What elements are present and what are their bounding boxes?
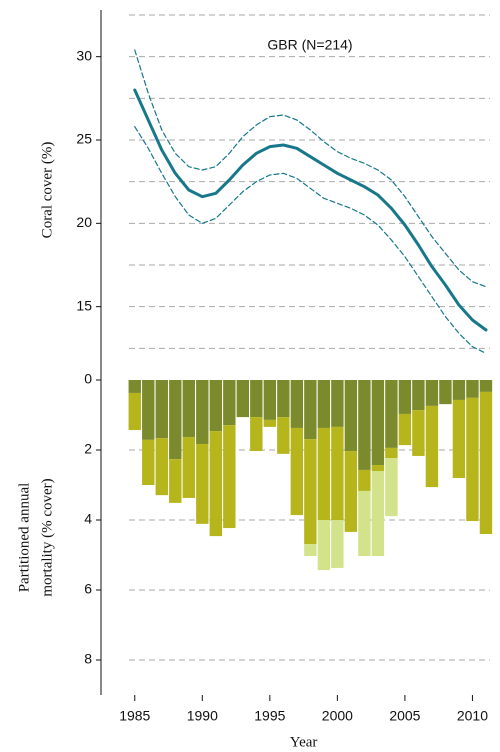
bar-segment bbox=[196, 444, 209, 524]
bar-segment bbox=[182, 380, 195, 438]
bar-segment bbox=[169, 459, 182, 503]
bar-segment bbox=[142, 380, 155, 440]
bar-segment bbox=[452, 399, 466, 478]
bar-segment bbox=[385, 380, 398, 448]
bar-segment bbox=[277, 380, 290, 418]
y-tick-label: 25 bbox=[76, 131, 92, 147]
x-tick-label: 2005 bbox=[389, 708, 420, 724]
bar-segment bbox=[398, 380, 412, 414]
y-tick-label: 15 bbox=[76, 297, 92, 313]
bar-segment bbox=[317, 427, 331, 520]
bar-segment bbox=[371, 471, 385, 557]
bar-segment bbox=[331, 380, 344, 427]
y-tick-label: 0 bbox=[84, 371, 92, 387]
bar-segment bbox=[358, 469, 371, 491]
bar-segment bbox=[425, 380, 439, 406]
y-tick-label: 8 bbox=[84, 651, 92, 667]
y-tick-label: 30 bbox=[76, 47, 92, 63]
bar-segment bbox=[223, 425, 236, 529]
y-axis-label: Coral cover (%) bbox=[39, 142, 55, 239]
bar-segment bbox=[317, 520, 331, 571]
bar-segment bbox=[412, 380, 425, 411]
bar-segment bbox=[290, 427, 304, 516]
bar-segment bbox=[304, 439, 317, 545]
bar-segment bbox=[263, 419, 277, 427]
bar-segment bbox=[479, 380, 493, 392]
bar-segment bbox=[155, 438, 168, 496]
bar-segment bbox=[142, 439, 155, 485]
line bbox=[134, 126, 487, 354]
bar-segment bbox=[169, 380, 182, 460]
bar-segment bbox=[344, 380, 358, 452]
bar-segment bbox=[425, 405, 439, 488]
x-tick-label: 1985 bbox=[119, 708, 150, 724]
bar-segment bbox=[223, 380, 236, 426]
x-tick-label: 1990 bbox=[187, 708, 218, 724]
bar-segment bbox=[412, 410, 425, 456]
bar-segment bbox=[263, 380, 277, 420]
bar-segment bbox=[304, 544, 317, 557]
y-axis-label: mortality (% cover) bbox=[39, 478, 55, 596]
bar-segment bbox=[358, 380, 371, 470]
bar-segment bbox=[182, 437, 195, 498]
annotation: GBR (N=214) bbox=[267, 37, 352, 53]
bar-segment bbox=[317, 380, 331, 428]
y-tick-label: 20 bbox=[76, 214, 92, 230]
y-tick-label: 4 bbox=[84, 511, 92, 527]
bar-segment bbox=[277, 417, 290, 454]
line bbox=[133, 88, 488, 332]
bar-segment bbox=[344, 451, 358, 532]
line bbox=[134, 49, 487, 288]
bar-segment bbox=[439, 380, 452, 405]
bar-segment bbox=[385, 458, 398, 517]
x-tick-label: 2000 bbox=[322, 708, 353, 724]
y-tick-label: 6 bbox=[84, 581, 92, 597]
bar-segment bbox=[452, 380, 466, 400]
bar-segment bbox=[479, 391, 493, 534]
bar-segment bbox=[250, 417, 263, 452]
bar-segment bbox=[196, 380, 209, 445]
bar-segment bbox=[290, 380, 304, 428]
bar-segment bbox=[398, 413, 412, 446]
bar-segment bbox=[155, 380, 168, 439]
bar-segment bbox=[236, 380, 250, 418]
bar-segment bbox=[466, 397, 479, 522]
bar-segment bbox=[128, 392, 141, 431]
bar-segment bbox=[331, 520, 344, 568]
y-tick-label: 2 bbox=[84, 441, 92, 457]
bar-segment bbox=[209, 380, 223, 432]
bar-segment bbox=[466, 380, 479, 398]
x-axis-label: Year bbox=[290, 734, 318, 750]
bar-segment bbox=[304, 380, 317, 440]
bar-segment bbox=[371, 380, 385, 466]
bar-segment bbox=[371, 465, 385, 471]
bar-segment bbox=[209, 431, 223, 537]
bar-segment bbox=[358, 490, 371, 557]
y-axis-label: Partitioned annual bbox=[16, 483, 32, 593]
x-tick-label: 2010 bbox=[457, 708, 488, 724]
bar-segment bbox=[331, 426, 344, 520]
bar-segment bbox=[250, 380, 263, 418]
x-tick-label: 1995 bbox=[254, 708, 285, 724]
bar-segment bbox=[128, 380, 141, 393]
bar-segment bbox=[385, 447, 398, 459]
